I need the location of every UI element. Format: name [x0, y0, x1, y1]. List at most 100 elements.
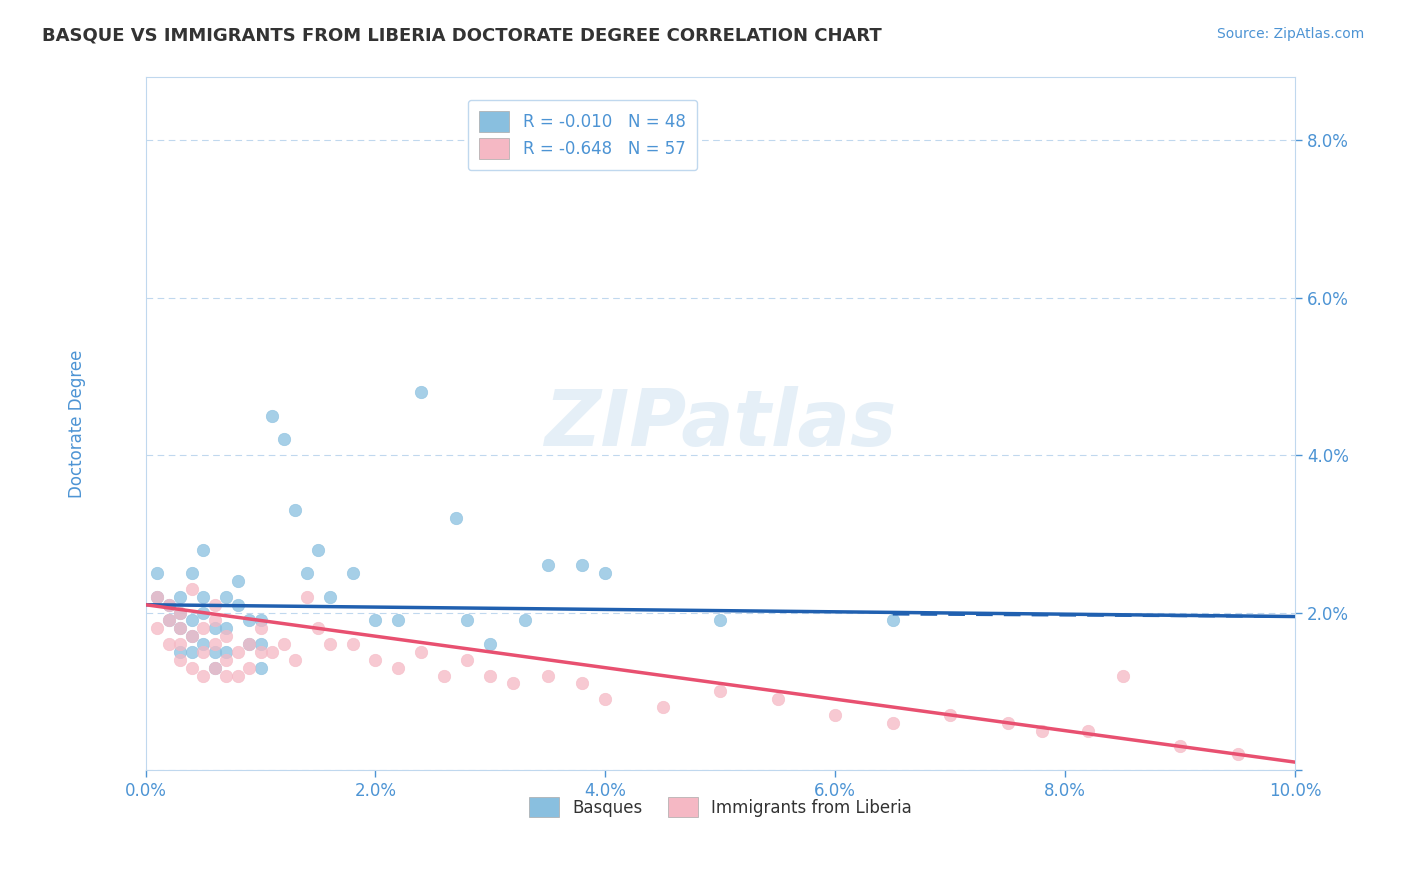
Point — [595, 692, 617, 706]
Point — [249, 621, 271, 635]
Text: ZIPatlas: ZIPatlas — [544, 385, 897, 462]
Point — [651, 700, 673, 714]
Point — [238, 614, 260, 628]
Point — [191, 668, 214, 682]
Point — [169, 645, 191, 659]
Legend: Basques, Immigrants from Liberia: Basques, Immigrants from Liberia — [522, 790, 918, 824]
Point — [939, 707, 962, 722]
Point — [204, 637, 226, 651]
Point — [513, 614, 536, 628]
Point — [169, 621, 191, 635]
Point — [157, 637, 180, 651]
Point — [157, 598, 180, 612]
Point — [249, 645, 271, 659]
Point — [215, 590, 238, 604]
Point — [204, 614, 226, 628]
Point — [709, 614, 731, 628]
Point — [169, 606, 191, 620]
Point — [766, 692, 789, 706]
Point — [146, 590, 169, 604]
Point — [180, 661, 202, 675]
Point — [318, 637, 340, 651]
Point — [169, 621, 191, 635]
Point — [260, 645, 283, 659]
Point — [571, 676, 593, 690]
Point — [537, 668, 560, 682]
Point — [238, 637, 260, 651]
Point — [444, 511, 467, 525]
Point — [180, 629, 202, 643]
Point — [204, 661, 226, 675]
Point — [364, 653, 387, 667]
Point — [502, 676, 524, 690]
Point — [1031, 723, 1053, 738]
Point — [191, 542, 214, 557]
Point — [226, 668, 249, 682]
Point — [882, 614, 904, 628]
Point — [215, 653, 238, 667]
Point — [180, 629, 202, 643]
Point — [284, 503, 307, 517]
Point — [1077, 723, 1099, 738]
Point — [215, 629, 238, 643]
Point — [571, 558, 593, 573]
Point — [249, 637, 271, 651]
Point — [226, 645, 249, 659]
Point — [226, 574, 249, 588]
Point — [387, 661, 409, 675]
Point — [169, 653, 191, 667]
Point — [146, 566, 169, 581]
Text: Source: ZipAtlas.com: Source: ZipAtlas.com — [1216, 27, 1364, 41]
Point — [1226, 747, 1249, 762]
Point — [456, 614, 478, 628]
Point — [249, 614, 271, 628]
Text: Doctorate Degree: Doctorate Degree — [67, 350, 86, 498]
Point — [169, 590, 191, 604]
Point — [273, 433, 295, 447]
Point — [342, 637, 364, 651]
Point — [1111, 668, 1133, 682]
Point — [1168, 739, 1191, 754]
Point — [433, 668, 456, 682]
Text: BASQUE VS IMMIGRANTS FROM LIBERIA DOCTORATE DEGREE CORRELATION CHART: BASQUE VS IMMIGRANTS FROM LIBERIA DOCTOR… — [42, 27, 882, 45]
Point — [215, 645, 238, 659]
Point — [260, 409, 283, 423]
Point — [157, 614, 180, 628]
Point — [238, 661, 260, 675]
Point — [191, 606, 214, 620]
Point — [387, 614, 409, 628]
Point — [479, 637, 502, 651]
Point — [180, 566, 202, 581]
Point — [180, 614, 202, 628]
Point — [204, 661, 226, 675]
Point — [191, 590, 214, 604]
Point — [204, 645, 226, 659]
Point — [411, 385, 433, 400]
Point — [364, 614, 387, 628]
Point — [456, 653, 478, 667]
Point — [307, 621, 329, 635]
Point — [215, 668, 238, 682]
Point — [318, 590, 340, 604]
Point — [169, 637, 191, 651]
Point — [249, 661, 271, 675]
Point — [709, 684, 731, 698]
Point — [146, 621, 169, 635]
Point — [342, 566, 364, 581]
Point — [307, 542, 329, 557]
Point — [180, 582, 202, 596]
Point — [157, 614, 180, 628]
Point — [479, 668, 502, 682]
Point — [191, 645, 214, 659]
Point — [284, 653, 307, 667]
Point — [204, 621, 226, 635]
Point — [411, 645, 433, 659]
Point — [238, 637, 260, 651]
Point — [824, 707, 846, 722]
Point — [169, 606, 191, 620]
Point — [204, 598, 226, 612]
Point — [595, 566, 617, 581]
Point — [157, 598, 180, 612]
Point — [295, 566, 318, 581]
Point — [191, 637, 214, 651]
